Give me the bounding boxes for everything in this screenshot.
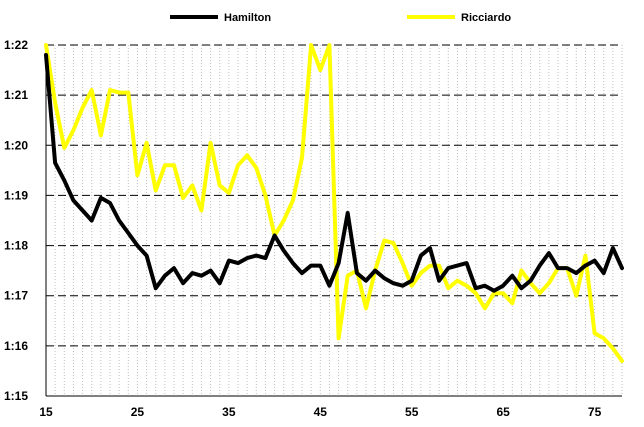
- y-tick-labels: 1:15 1:16 1:17 1:18 1:19 1:20 1:21 1:22: [4, 38, 28, 403]
- x-tick-labels: 15 25 35 45 55 65 75: [39, 405, 601, 419]
- series-line-hamilton: [44, 53, 624, 293]
- legend-label-ricciardo: Ricciardo: [461, 12, 511, 24]
- x-tick-label: 25: [131, 405, 145, 419]
- series-line-ricciardo: [44, 43, 624, 363]
- y-tick-label: 1:20: [4, 138, 28, 152]
- axes: [45, 45, 622, 397]
- x-tick-label: 35: [222, 405, 236, 419]
- y-tick-label: 1:22: [4, 38, 28, 52]
- legend-label-hamilton: Hamilton: [224, 12, 271, 24]
- x-tick-label: 45: [314, 405, 328, 419]
- y-tick-label: 1:15: [4, 389, 28, 403]
- y-tick-label: 1:19: [4, 188, 28, 202]
- y-tick-label: 1:18: [4, 239, 28, 253]
- y-tick-label: 1:16: [4, 339, 28, 353]
- x-tick-label: 55: [405, 405, 419, 419]
- legend: Hamilton Ricciardo: [170, 12, 511, 24]
- y-tick-label: 1:21: [4, 88, 28, 102]
- x-tick-label: 65: [496, 405, 510, 419]
- series-layer: [44, 43, 624, 363]
- y-tick-label: 1:17: [4, 289, 28, 303]
- x-tick-label: 15: [39, 405, 53, 419]
- x-tick-label: 75: [588, 405, 602, 419]
